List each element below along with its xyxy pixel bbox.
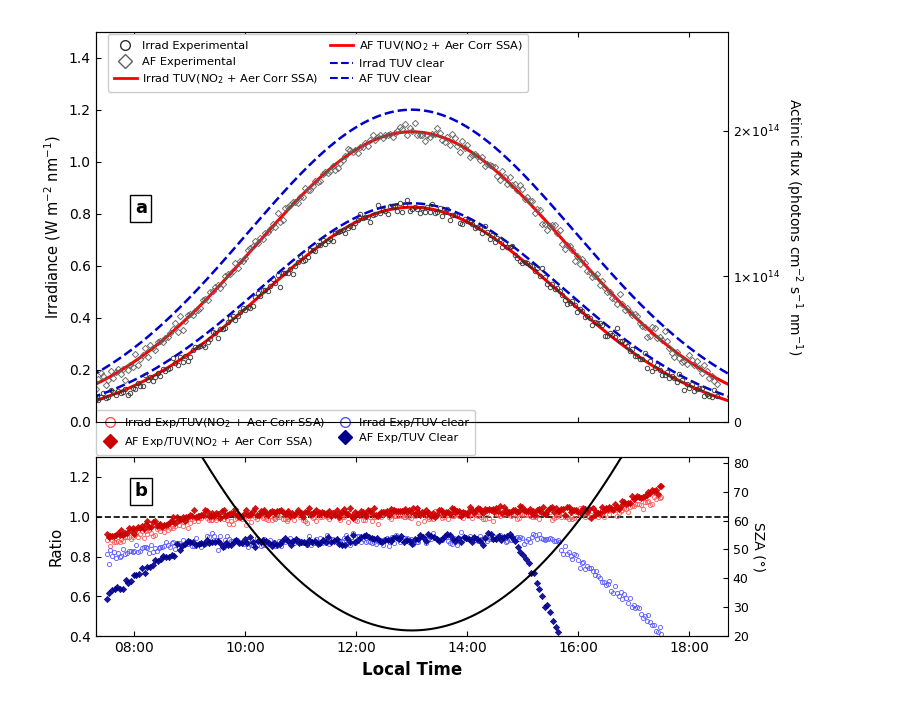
Legend: Irrad Exp/TUV(NO$_2$ + Aer Corr SSA), AF Exp/TUV(NO$_2$ + Aer Corr SSA), Irrad E: Irrad Exp/TUV(NO$_2$ + Aer Corr SSA), AF… bbox=[96, 410, 475, 455]
X-axis label: Local Time: Local Time bbox=[361, 661, 462, 678]
Text: a: a bbox=[135, 199, 147, 217]
Legend: Irrad Experimental, AF Experimental, Irrad TUV(NO$_2$ + Aer Corr SSA), AF TUV(NO: Irrad Experimental, AF Experimental, Irr… bbox=[108, 34, 528, 92]
Text: b: b bbox=[135, 482, 147, 501]
Y-axis label: Irradiance (W m$^{-2}$ nm$^{-1}$): Irradiance (W m$^{-2}$ nm$^{-1}$) bbox=[43, 135, 63, 318]
Y-axis label: SZA (°): SZA (°) bbox=[752, 522, 765, 572]
Y-axis label: Actinic flux (photons cm$^{-2}$ s$^{-1}$ nm$^{-1}$): Actinic flux (photons cm$^{-2}$ s$^{-1}$… bbox=[784, 98, 804, 356]
Y-axis label: Ratio: Ratio bbox=[48, 527, 63, 566]
